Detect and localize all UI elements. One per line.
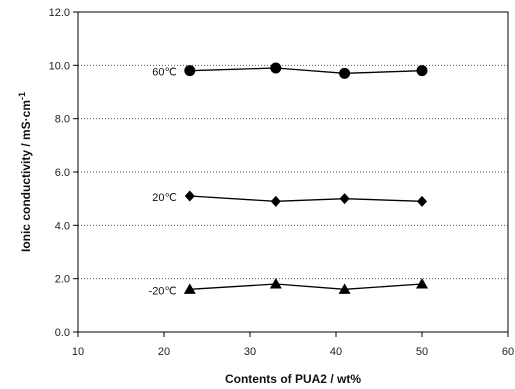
- series-line-triangle: [189, 283, 423, 290]
- data-point-triangle: [338, 283, 351, 294]
- x-tick-label: 10: [72, 346, 84, 358]
- series-lines: [189, 67, 423, 290]
- y-axis-title: Ionic conductivity / mS·cm-1: [17, 92, 33, 252]
- series-line-diamond: [189, 195, 423, 202]
- gridlines: [78, 64, 508, 280]
- x-axis-title: Contents of PUA2 / wt%: [225, 372, 361, 386]
- series-labels: 60℃ 20℃ -20℃: [149, 67, 177, 298]
- data-point-diamond: [339, 193, 350, 205]
- x-tick-label: 20: [158, 346, 170, 358]
- x-tick-label: 40: [330, 346, 342, 358]
- x-tick-label: 30: [244, 346, 256, 358]
- y-axis-title-text: Ionic conductivity / mS·cm: [19, 100, 33, 252]
- y-tick-label: 4.0: [55, 220, 70, 232]
- y-tick-label: 10.0: [49, 60, 70, 72]
- data-point-circle: [184, 65, 196, 77]
- data-point-diamond: [417, 195, 427, 207]
- x-tick-label: 60: [502, 346, 514, 358]
- data-point-diamond: [270, 195, 281, 207]
- y-axis-title-superscript: -1: [17, 92, 27, 100]
- y-tick-label: 8.0: [55, 114, 70, 126]
- data-point-triangle: [269, 278, 282, 289]
- data-point-circle: [270, 62, 282, 74]
- data-point-triangle: [183, 283, 196, 294]
- data-point-circle: [416, 65, 428, 77]
- series-line-circle: [189, 67, 423, 74]
- data-point-triangle: [416, 278, 428, 289]
- plot-frame: [77, 11, 509, 333]
- data-point-circle: [339, 67, 351, 79]
- series-label-circle: 60℃: [152, 67, 177, 79]
- x-axis-ticks: 10 20 30 40 50 60: [72, 332, 514, 358]
- y-tick-label: 0.0: [55, 327, 70, 339]
- y-tick-label: 6.0: [55, 167, 70, 179]
- x-tick-label: 50: [416, 346, 428, 358]
- series-markers: [183, 62, 428, 294]
- series-label-diamond: 20℃: [152, 192, 177, 204]
- series-label-triangle: -20℃: [149, 285, 177, 297]
- y-tick-label: 12.0: [49, 7, 70, 19]
- y-axis-ticks: 0.0 2.0 4.0 6.0 8.0 10.0 12.0: [49, 7, 78, 339]
- data-point-diamond: [184, 190, 195, 202]
- y-tick-label: 2.0: [55, 274, 70, 286]
